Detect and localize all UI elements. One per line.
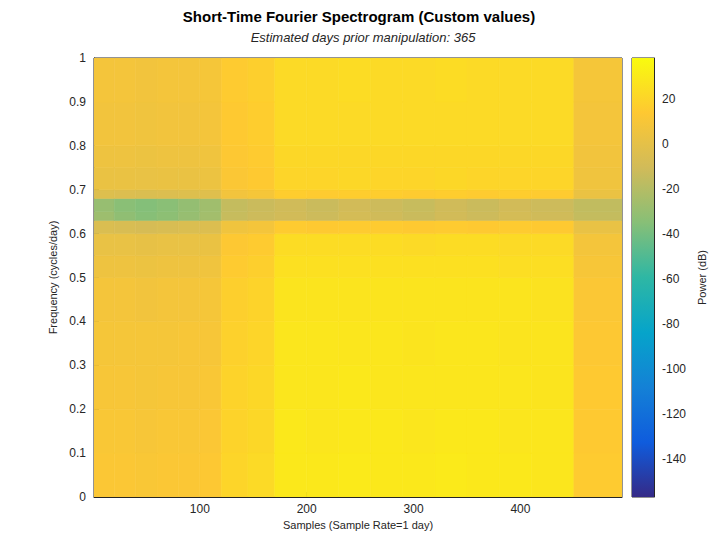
svg-text:0.9: 0.9 [69, 95, 86, 109]
svg-text:Samples (Sample Rate=1 day): Samples (Sample Rate=1 day) [283, 519, 433, 531]
svg-text:0: 0 [662, 137, 669, 151]
svg-text:-140: -140 [662, 452, 686, 466]
svg-text:Estimated days prior manipulat: Estimated days prior manipulation: 365 [251, 30, 477, 45]
svg-text:Power (dB): Power (dB) [696, 250, 708, 305]
svg-text:0.6: 0.6 [69, 227, 86, 241]
svg-text:300: 300 [404, 502, 424, 516]
svg-text:-20: -20 [662, 182, 680, 196]
svg-text:400: 400 [510, 502, 530, 516]
svg-text:-100: -100 [662, 362, 686, 376]
svg-text:0.2: 0.2 [69, 402, 86, 416]
svg-text:200: 200 [297, 502, 317, 516]
svg-text:1: 1 [79, 51, 86, 65]
svg-text:-120: -120 [662, 407, 686, 421]
svg-text:20: 20 [662, 92, 676, 106]
svg-text:-80: -80 [662, 317, 680, 331]
svg-text:0: 0 [79, 490, 86, 504]
svg-text:0.4: 0.4 [69, 314, 86, 328]
svg-text:0.5: 0.5 [69, 271, 86, 285]
svg-text:100: 100 [190, 502, 210, 516]
svg-text:Frequency (cycles/day): Frequency (cycles/day) [47, 221, 59, 335]
svg-text:-40: -40 [662, 227, 680, 241]
svg-text:Short-Time Fourier Spectrogram: Short-Time Fourier Spectrogram (Custom v… [183, 8, 535, 25]
svg-text:-60: -60 [662, 272, 680, 286]
svg-text:0.3: 0.3 [69, 358, 86, 372]
svg-text:0.7: 0.7 [69, 183, 86, 197]
svg-text:0.1: 0.1 [69, 446, 86, 460]
svg-text:0.8: 0.8 [69, 139, 86, 153]
